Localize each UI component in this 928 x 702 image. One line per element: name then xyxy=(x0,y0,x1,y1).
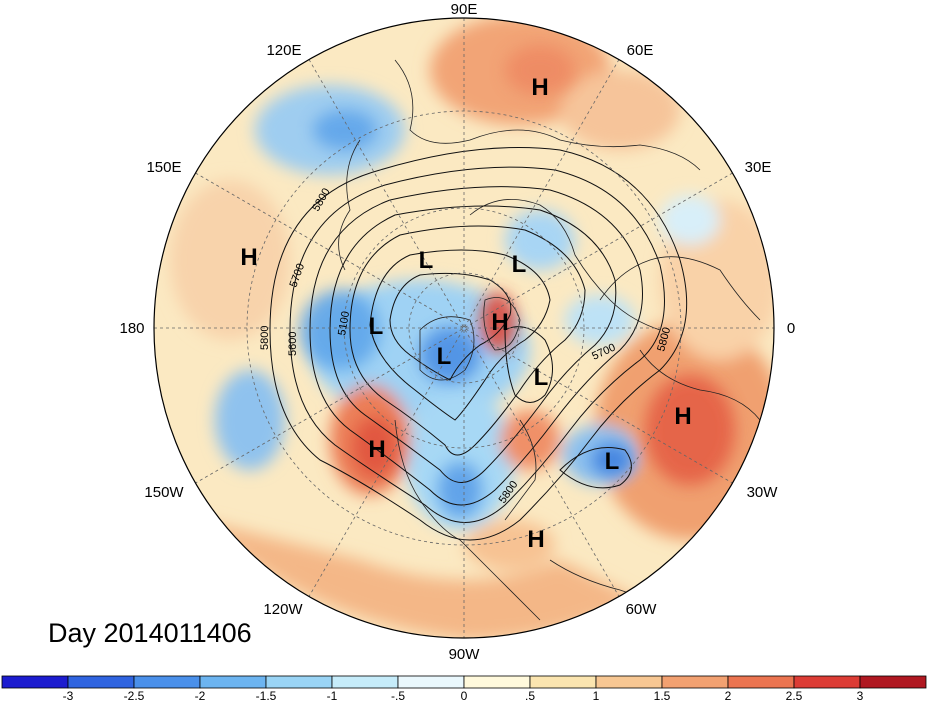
colorbar-tick-label: -.5 xyxy=(391,689,405,702)
colorbar-swatch xyxy=(793,675,861,689)
lon-label-120e: 120E xyxy=(266,42,301,59)
high-pressure-marker: H xyxy=(491,309,508,336)
anomaly-shading xyxy=(154,18,774,638)
height-contours xyxy=(269,147,688,541)
colorbar-tick-label: -2.5 xyxy=(124,689,145,702)
colorbar-tick-label: 0 xyxy=(461,689,468,702)
high-pressure-marker: H xyxy=(527,526,544,553)
map-boundary xyxy=(153,17,775,639)
colorbar-swatch xyxy=(133,675,201,689)
lon-label-30w: 30W xyxy=(747,484,779,501)
colorbar-tick-label: 2 xyxy=(725,689,732,702)
colorbar-swatch xyxy=(859,675,927,689)
colorbar-swatch xyxy=(727,675,795,689)
low-pressure-marker: L xyxy=(605,448,620,475)
lon-label-0: 0 xyxy=(787,320,795,337)
coastlines xyxy=(338,59,761,621)
low-pressure-marker: L xyxy=(419,247,434,274)
contour-label: 5600 xyxy=(287,332,299,356)
colorbar: -3 -2.5 -2 -1.5 -1 -.5 0 .5 1 1.5 2 2.5 3 xyxy=(1,675,927,702)
contour-label: 5800 xyxy=(259,326,271,350)
colorbar-tick-label: .5 xyxy=(525,689,535,702)
contour-label: 5100 xyxy=(336,310,352,336)
colorbar-swatch xyxy=(397,675,465,689)
colorbar-tick-label: -1 xyxy=(327,689,338,702)
colorbar-swatch xyxy=(331,675,399,689)
map-title: Day 2014011406 xyxy=(48,618,252,648)
lon-label-180: 180 xyxy=(119,320,144,337)
lon-label-120w: 120W xyxy=(263,601,303,618)
colorbar-swatch xyxy=(265,675,333,689)
high-pressure-marker: H xyxy=(674,403,691,430)
lon-label-90e: 90E xyxy=(451,1,478,18)
colorbar-tick-label: 3 xyxy=(857,689,864,702)
colorbar-tick-label: -1.5 xyxy=(256,689,277,702)
lon-label-90w: 90W xyxy=(449,646,481,663)
lon-label-60e: 60E xyxy=(627,42,654,59)
low-pressure-marker: L xyxy=(369,313,384,340)
colorbar-tick-label: 1 xyxy=(593,689,600,702)
colorbar-swatch xyxy=(595,675,663,689)
high-pressure-marker: H xyxy=(531,74,548,101)
low-pressure-marker: L xyxy=(512,251,527,278)
graticule xyxy=(154,18,774,638)
longitude-labels: 90E 120E 60E 150E 30E 180 0 150W 30W 120… xyxy=(119,1,795,663)
high-pressure-marker: H xyxy=(240,244,257,271)
colorbar-swatch xyxy=(529,675,597,689)
colorbar-tick-label: 2.5 xyxy=(786,689,803,702)
colorbar-swatch xyxy=(199,675,267,689)
colorbar-tick-label: -2 xyxy=(195,689,206,702)
low-pressure-marker: L xyxy=(437,343,452,370)
colorbar-tick-label: -3 xyxy=(63,689,74,702)
lon-label-150w: 150W xyxy=(144,484,184,501)
pressure-centers: H H H H H H L L L L L L xyxy=(240,74,691,553)
low-pressure-marker: L xyxy=(534,364,549,391)
lon-label-30e: 30E xyxy=(745,159,772,176)
high-pressure-marker: H xyxy=(368,436,385,463)
lon-label-150e: 150E xyxy=(146,159,181,176)
lon-label-60w: 60W xyxy=(626,601,658,618)
colorbar-swatch xyxy=(661,675,729,689)
colorbar-swatch xyxy=(1,675,69,689)
colorbar-swatch xyxy=(463,675,531,689)
colorbar-tick-label: 1.5 xyxy=(654,689,671,702)
colorbar-swatch xyxy=(67,675,135,689)
